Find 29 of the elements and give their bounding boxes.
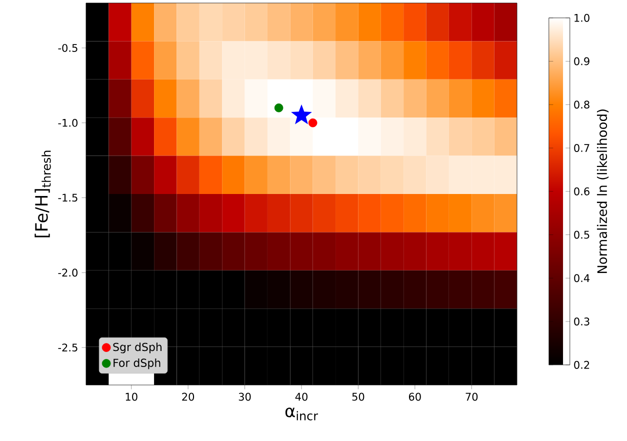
color-bar-label: 1.0 (574, 14, 590, 22)
x-axis-title: α$_{incr}$ (285, 408, 318, 420)
color-bar-title: Normalized ln (likelihood) (596, 110, 609, 274)
x-tick-label: 70 (466, 392, 478, 401)
color-bar-label: 0.5 (574, 230, 590, 239)
point (308, 118, 318, 128)
x-tick-label: 60 (408, 392, 421, 401)
point (291, 104, 312, 124)
x-tick-label: 20 (182, 392, 194, 401)
y-tick-label: -1.0 (58, 118, 78, 127)
color-bar-label: 0.6 (574, 187, 590, 196)
y-tick-label: -1.5 (58, 194, 78, 202)
y-tick-label: -2.0 (58, 268, 78, 277)
x-tick-label: 40 (295, 392, 308, 401)
x-tick-label: 30 (238, 392, 251, 401)
x-tick-label: 50 (352, 392, 364, 401)
color-bar-label: 0.4 (574, 274, 590, 282)
y-tick-label: -2.5 (58, 344, 78, 352)
color-bar-label: 0.2 (574, 360, 590, 369)
legend-label: For dSph (114, 358, 160, 370)
x-tick-label: 10 (126, 392, 138, 401)
color-bar-label: 0.9 (574, 57, 590, 66)
legend-label: Sgr dSph (113, 342, 162, 354)
color-bar-label: 0.8 (574, 100, 590, 109)
color-bar-label: 0.3 (574, 318, 590, 326)
y-tick-label: -0.5 (58, 44, 78, 52)
point (274, 103, 284, 112)
color-bar-label: 0.7 (574, 144, 590, 152)
y-axis-title: [Fe/H]$_{thresh}$ (34, 150, 51, 238)
